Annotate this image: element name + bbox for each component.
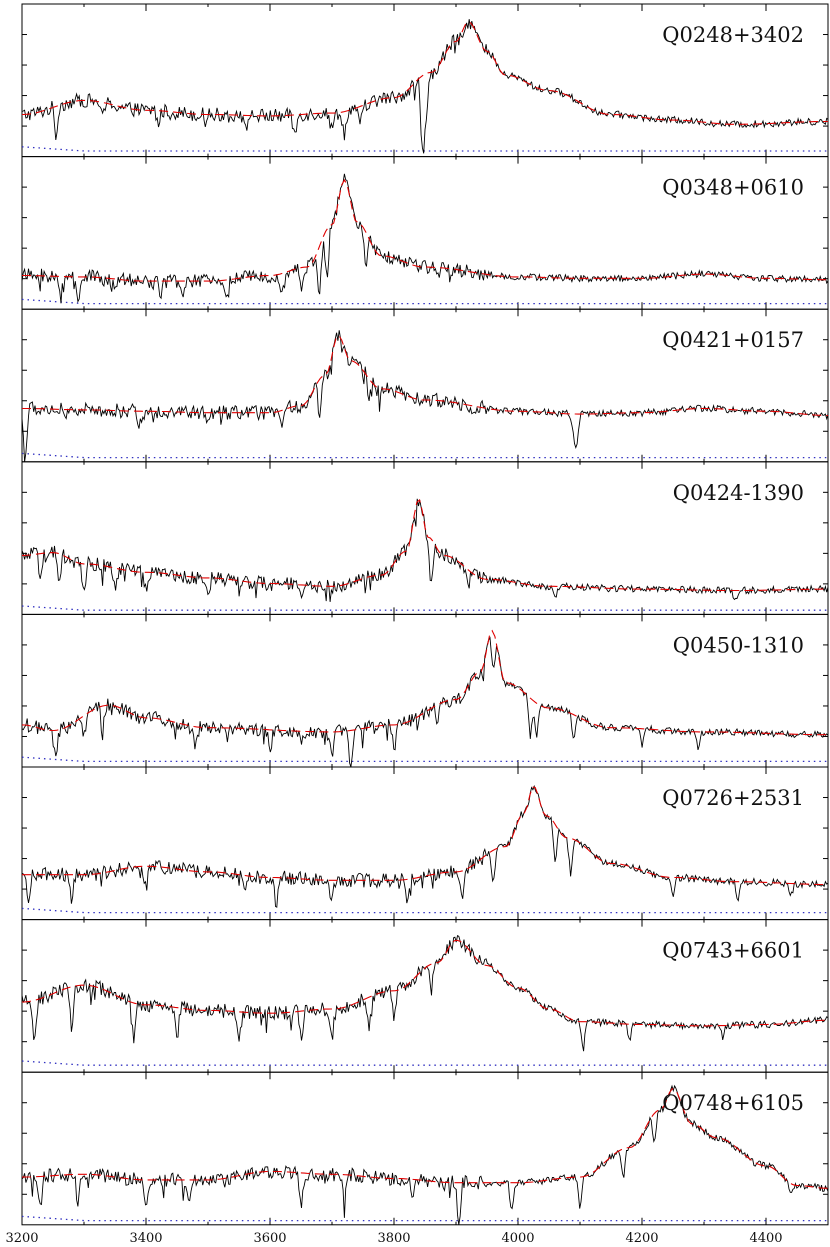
- flux-spectrum: [21, 636, 829, 768]
- continuum-fit: [22, 178, 828, 282]
- x-tick-label: 3200: [5, 1231, 38, 1246]
- x-tick-label: 3800: [377, 1231, 410, 1246]
- panel-frame: [21, 1071, 829, 1226]
- x-tick-label: 3600: [253, 1231, 286, 1246]
- panel: Q0248+3402: [21, 3, 829, 158]
- flux-spectrum: [21, 330, 829, 462]
- continuum-fit: [22, 334, 828, 417]
- panel-label: Q0450-1310: [673, 633, 804, 657]
- x-axis: 3200 3400 3600 3800 4000 4200 4400: [5, 1231, 782, 1246]
- panel-label: Q0743+6601: [662, 939, 804, 963]
- flux-spectrum: [21, 784, 829, 908]
- panel: Q0424-1390: [21, 461, 829, 615]
- flux-spectrum: [21, 498, 829, 602]
- panel: Q0748+6105: [21, 1071, 829, 1226]
- x-tick-label: 4200: [625, 1231, 658, 1246]
- panel: Q0348+0610: [21, 156, 829, 310]
- panel-label: Q0421+0157: [662, 328, 804, 352]
- error-spectrum: [21, 146, 828, 152]
- continuum-fit: [22, 786, 828, 886]
- error-spectrum: [21, 756, 828, 763]
- panel: Q0743+6601: [21, 919, 829, 1073]
- panel: Q0450-1310: [21, 613, 829, 768]
- continuum-fit: [21, 939, 828, 1027]
- flux-spectrum: [21, 173, 829, 304]
- error-spectrum: [21, 1060, 828, 1066]
- error-spectrum: [21, 452, 828, 459]
- flux-spectrum: [21, 19, 829, 154]
- x-tick-label: 3400: [129, 1231, 162, 1246]
- continuum-fit: [22, 1088, 829, 1189]
- panel: Q0726+2531: [21, 766, 829, 921]
- flux-spectrum: [21, 1084, 829, 1225]
- panel: Q0421+0157: [21, 308, 829, 463]
- continuum-fit: [22, 499, 828, 592]
- panels-layer: Q0248+3402 Q0348+0610 Q0421+0157 Q0424-1390…: [21, 3, 829, 1226]
- panel-label: Q0248+3402: [662, 23, 804, 47]
- continuum-fit: [21, 629, 828, 736]
- panel-label: Q0348+0610: [662, 176, 804, 200]
- panel-label: Q0726+2531: [662, 786, 804, 810]
- error-spectrum: [21, 907, 828, 914]
- x-tick-label: 4400: [749, 1231, 782, 1246]
- error-spectrum: [21, 1215, 828, 1222]
- panel-label: Q0424-1390: [673, 481, 804, 505]
- error-spectrum: [21, 298, 828, 305]
- error-spectrum: [21, 605, 828, 611]
- panel-label: Q0748+6105: [662, 1091, 804, 1115]
- x-tick-label: 4000: [501, 1231, 534, 1246]
